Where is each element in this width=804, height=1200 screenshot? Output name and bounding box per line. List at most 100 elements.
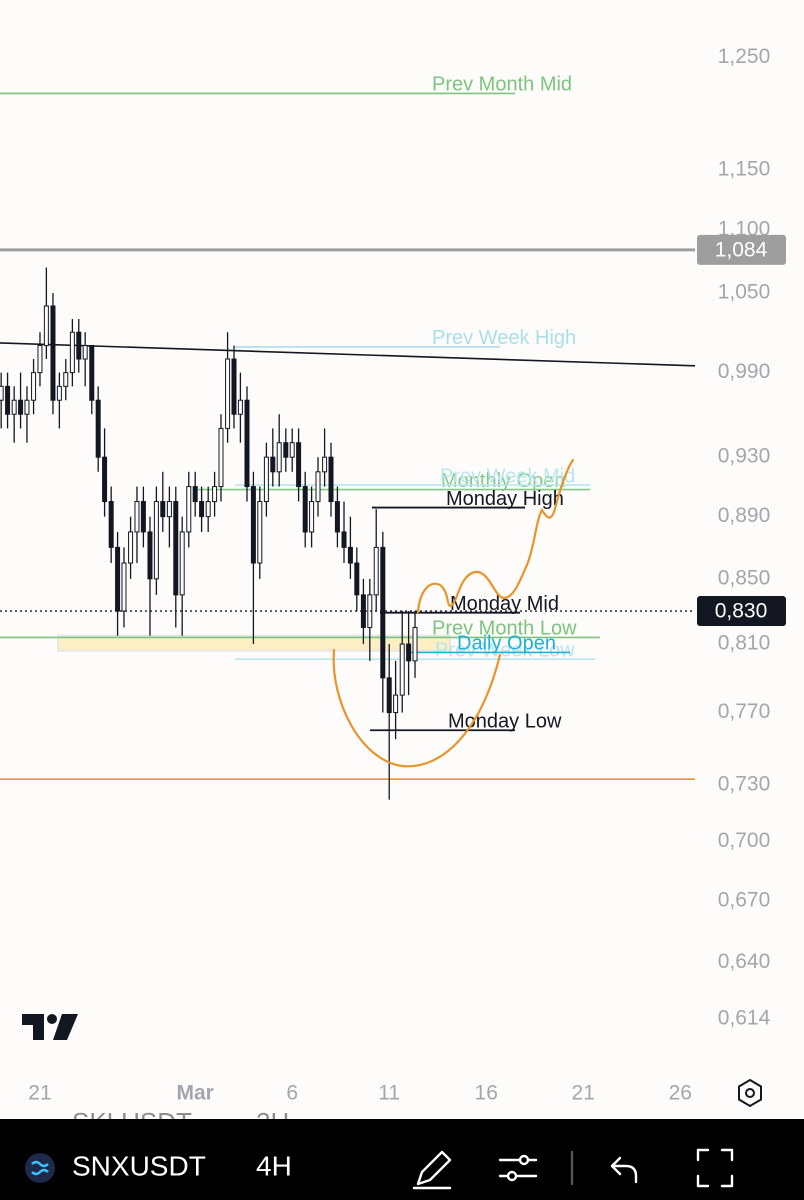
candle-body [399,643,405,696]
candle-body [128,531,134,564]
candle-body [328,456,334,503]
y-tick-label: 1,150 [718,158,771,181]
candle-body [24,399,30,415]
price-badge-label: 1,084 [715,238,768,261]
candle-body [412,626,418,662]
candle-body [334,501,340,533]
candle-body [192,486,198,503]
candle-body [231,358,237,415]
candle-body [218,427,224,488]
symbol[interactable]: SNXUSDT [72,1150,206,1181]
price-badge [697,596,786,627]
candle-body [341,531,347,548]
candle-body [76,331,82,360]
candle-body [95,399,101,458]
level-label: Monday Low [448,711,562,733]
candle-body [89,345,95,401]
candle-body [31,372,37,401]
candle-body [199,501,205,518]
x-tick-label: Mar [177,1082,214,1105]
candle-body [309,501,315,533]
candle-body [134,501,140,533]
candle-body [322,456,328,473]
candle-body [63,372,69,387]
toolbar: SNXUSDT 4H [0,1119,804,1200]
level-label: Monthly Open [441,470,566,492]
candle-body [296,442,302,488]
candle-body [121,562,127,612]
candle-body [283,442,289,458]
y-tick-label: 0,700 [718,829,771,852]
candle-body [37,345,43,374]
candle-body [186,486,192,533]
candle-body [50,305,56,401]
interval[interactable]: 4H [256,1150,292,1181]
toolbar-bg [0,1119,804,1200]
y-tick-label: 0,614 [718,1006,771,1029]
price-badge-label: 0,830 [715,600,768,623]
y-tick-label: 1,100 [718,218,771,241]
y-tick-label: 0,730 [718,772,771,795]
y-tick-label: 0,990 [718,360,771,383]
candle-body [43,305,49,347]
candle-body [212,486,218,503]
x-tick-label: 21 [572,1082,595,1105]
candle-body [225,358,231,429]
level-label: Monday High [446,488,564,510]
candle-body [270,456,276,473]
level-label: Monday Mid [450,593,559,615]
level-label: Prev Month Mid [432,74,572,96]
candle-body [18,399,24,415]
y-tick-label: 0,850 [718,566,771,589]
candle-body [179,531,185,596]
candle-body [69,331,75,374]
x-tick-label: 26 [669,1082,692,1105]
indicator-knob [518,1154,530,1166]
level-label: Prev Month Low [432,618,577,640]
candle-body [380,546,386,679]
y-tick-label: 0,670 [718,888,771,911]
candle-body [347,546,353,564]
candle-body [108,501,114,548]
level-label: Daily Open [457,633,556,655]
candle-body [56,385,62,401]
candle-body [173,501,179,596]
y-tick-label: 0,770 [718,700,771,723]
candle-body [82,345,88,360]
candle-body [166,501,172,518]
plot-area: Prev Month Mid Prev Week High Monthly Open… [0,45,786,1105]
candle-body [237,399,243,415]
level-label: Prev Week Low [435,639,575,661]
candle-body [257,501,263,564]
settings-icon[interactable] [738,1078,762,1108]
trendline [0,342,696,367]
x-tick-label: 11 [378,1082,400,1105]
candle-body [205,501,211,518]
candle-body [147,531,153,580]
x-tick-label: 21 [28,1082,51,1105]
y-tick-label: 1,250 [718,45,771,68]
candle-body [354,562,360,596]
indicator-icon[interactable] [498,1158,538,1178]
candle-body [302,486,308,533]
y-tick-label: 0,890 [718,504,771,527]
candle-body [289,442,295,458]
candle-body [250,486,256,564]
candle-body [5,385,11,415]
y-tick-label: 0,930 [718,445,771,468]
freehand-drawing [332,458,575,768]
undo-icon[interactable] [610,1156,638,1184]
draw-tool-icon[interactable] [412,1150,452,1190]
x-tick-label: 6 [286,1082,298,1105]
candle-body [102,456,108,503]
candle-body [276,442,282,473]
candle-body [115,546,121,612]
fullscreen-icon[interactable] [696,1148,734,1188]
x-tick-label: 16 [475,1082,498,1105]
candle-body [393,694,399,714]
level-label: Prev Week High [432,327,576,349]
candle-body [360,594,366,628]
